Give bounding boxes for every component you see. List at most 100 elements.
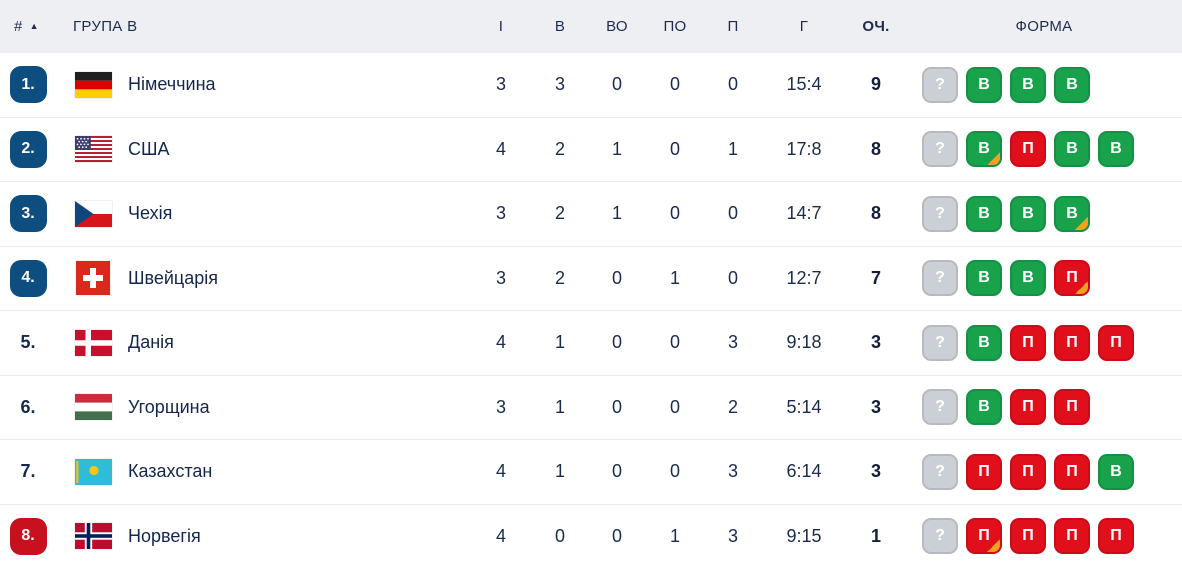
form-result-badge[interactable]: П	[966, 453, 1002, 490]
form-result-badge[interactable]: П	[1010, 453, 1046, 490]
form-result-badge[interactable]: П	[1054, 260, 1090, 297]
form-result-badge[interactable]: В	[966, 195, 1002, 232]
stat-played: 4	[495, 138, 506, 159]
team-name: Чехія	[128, 203, 173, 224]
flag-czechia-icon	[73, 200, 113, 227]
header-points[interactable]: ОЧ.	[862, 18, 890, 35]
form-badge-label: ?	[935, 75, 945, 93]
rank-badge: 1.	[9, 66, 47, 104]
form-unknown-badge[interactable]: ?	[922, 389, 958, 426]
table-row[interactable]: 5. Данія 4 1 0 0 3 9:18 3? В П П П	[0, 310, 1182, 375]
form-unknown-badge[interactable]: ?	[922, 324, 958, 361]
flag-norway-icon	[73, 523, 113, 550]
form-result-badge[interactable]: П	[1054, 453, 1090, 490]
stat-ot-wins: 0	[611, 74, 622, 95]
form-result-badge[interactable]: В	[1054, 66, 1090, 103]
stat-points: 1	[870, 525, 881, 546]
rank-badge: 3.	[9, 195, 47, 233]
stat-ot-losses: 1	[669, 267, 680, 288]
stat-ot-wins: 1	[611, 138, 622, 159]
form-result-badge[interactable]: П	[1098, 324, 1134, 361]
header-losses[interactable]: П	[727, 18, 739, 35]
form-badge-label: В	[1022, 204, 1034, 222]
header-group[interactable]: ГРУПА В	[73, 18, 138, 35]
form-badge-label: В	[1066, 204, 1078, 222]
table-row[interactable]: 6. Угорщина 3 1 0 0 2 5:14 3? В П П	[0, 374, 1182, 439]
table-row[interactable]: 3. Чехія 3 2 1 0 0 14:7 8? В В В	[0, 181, 1182, 246]
form-badge-label: П	[1022, 527, 1034, 545]
form-result-badge[interactable]: В	[966, 260, 1002, 297]
form-result-badge[interactable]: П	[1010, 389, 1046, 426]
form-badge-label: В	[978, 269, 990, 287]
stat-goals: 5:14	[786, 396, 822, 417]
form-badges: ? В П П	[906, 389, 1182, 426]
form-unknown-badge[interactable]: ?	[922, 518, 958, 555]
stat-ot-wins: 0	[611, 525, 622, 546]
form-result-badge[interactable]: П	[1054, 389, 1090, 426]
form-result-badge[interactable]: П	[1054, 518, 1090, 555]
team-name: Данія	[128, 332, 174, 353]
team-cell: Німеччина	[56, 71, 470, 98]
form-result-badge[interactable]: В	[966, 66, 1002, 103]
flag-switzerland-icon	[73, 261, 113, 296]
table-row[interactable]: 1. Німеччина 3 3 0 0 0 15:4 9? В В В	[0, 53, 1182, 117]
header-rank-sort[interactable]: # ▲	[0, 18, 56, 35]
form-badges: ? П П П П	[906, 518, 1182, 555]
form-result-badge[interactable]: П	[1010, 518, 1046, 555]
header-ot-losses[interactable]: ПО	[663, 18, 687, 35]
form-unknown-badge[interactable]: ?	[922, 131, 958, 168]
form-badge-label: В	[978, 333, 990, 351]
form-unknown-badge[interactable]: ?	[922, 453, 958, 490]
form-result-badge[interactable]: П	[1010, 131, 1046, 168]
form-badge-label: П	[1110, 333, 1122, 351]
form-result-badge[interactable]: П	[1054, 324, 1090, 361]
team-name: Угорщина	[128, 396, 210, 417]
form-badge-label: В	[1066, 140, 1078, 158]
form-result-badge[interactable]: В	[1054, 131, 1090, 168]
stat-ot-losses: 0	[669, 138, 680, 159]
team-name: США	[128, 138, 170, 159]
stat-goals: 9:15	[786, 525, 822, 546]
header-wins[interactable]: В	[554, 18, 566, 35]
team-cell: Норвегія	[56, 523, 470, 550]
stat-ot-losses: 1	[669, 525, 680, 546]
header-goals[interactable]: Г	[799, 18, 809, 35]
form-badge-label: П	[1022, 333, 1034, 351]
table-row[interactable]: 7. Казахстан 4 1 0 0 3 6:14 3? П П П В	[0, 439, 1182, 504]
stat-points: 3	[870, 461, 881, 482]
stat-points: 8	[870, 138, 881, 159]
form-result-badge[interactable]: В	[966, 389, 1002, 426]
form-result-badge[interactable]: В	[1098, 453, 1134, 490]
form-result-badge[interactable]: В	[1098, 131, 1134, 168]
form-result-badge[interactable]: В	[1054, 195, 1090, 232]
table-row[interactable]: 8. Норвегія 4 0 0 1 3 9:15 1? П П П П	[0, 503, 1182, 568]
form-unknown-badge[interactable]: ?	[922, 260, 958, 297]
header-played[interactable]: І	[498, 18, 504, 35]
form-badge-label: П	[1022, 140, 1034, 158]
form-result-badge[interactable]: В	[966, 324, 1002, 361]
table-row[interactable]: 2. США 4 2 1 0 1 17:8 8? В П В В	[0, 116, 1182, 181]
stat-losses: 1	[727, 138, 738, 159]
table-row[interactable]: 4. Швейцарія 3 2 0 1 0 12:7 7? В В П	[0, 245, 1182, 310]
stat-losses: 0	[727, 267, 738, 288]
form-badge-label: П	[1066, 527, 1078, 545]
stat-points: 3	[870, 396, 881, 417]
form-result-badge[interactable]: В	[1010, 66, 1046, 103]
form-result-badge[interactable]: В	[966, 131, 1002, 168]
form-result-badge[interactable]: П	[966, 518, 1002, 555]
stat-losses: 3	[727, 525, 738, 546]
form-badge-label: ?	[935, 269, 945, 287]
header-ot-wins[interactable]: ВО	[606, 18, 628, 35]
flag-kazakhstan-icon	[73, 458, 113, 485]
rank-badge: 6.	[20, 396, 36, 417]
stat-ot-wins: 0	[611, 461, 622, 482]
form-unknown-badge[interactable]: ?	[922, 66, 958, 103]
form-result-badge[interactable]: П	[1098, 518, 1134, 555]
form-unknown-badge[interactable]: ?	[922, 195, 958, 232]
stat-losses: 3	[727, 332, 738, 353]
header-rank-label: #	[14, 18, 23, 35]
team-cell: Казахстан	[56, 458, 470, 485]
form-result-badge[interactable]: В	[1010, 195, 1046, 232]
form-result-badge[interactable]: П	[1010, 324, 1046, 361]
form-result-badge[interactable]: В	[1010, 260, 1046, 297]
